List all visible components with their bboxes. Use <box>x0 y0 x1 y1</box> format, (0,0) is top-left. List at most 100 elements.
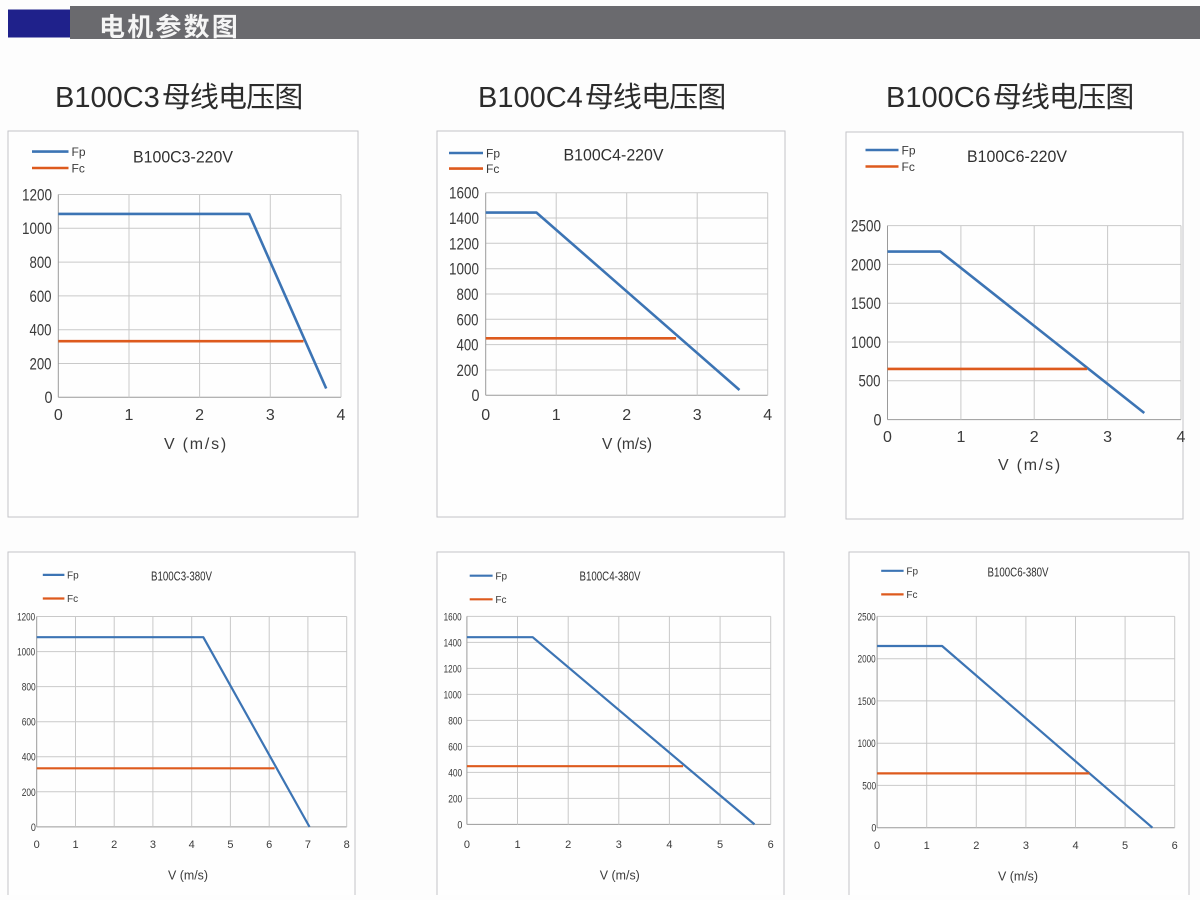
svg-text:1: 1 <box>956 429 965 446</box>
svg-text:1000: 1000 <box>22 220 52 238</box>
svg-text:3: 3 <box>1023 840 1029 852</box>
svg-text:0: 0 <box>31 822 36 834</box>
svg-text:1: 1 <box>125 407 134 424</box>
svg-text:2000: 2000 <box>858 654 876 666</box>
svg-text:400: 400 <box>22 752 36 764</box>
svg-text:200: 200 <box>457 362 479 380</box>
svg-text:6: 6 <box>266 839 272 851</box>
svg-text:1600: 1600 <box>449 185 479 203</box>
svg-text:B100C3-220V: B100C3-220V <box>133 148 233 166</box>
svg-text:4: 4 <box>666 839 672 851</box>
svg-text:B100C3: B100C3 <box>55 82 160 114</box>
svg-text:2: 2 <box>565 839 571 851</box>
svg-text:1000: 1000 <box>17 647 35 659</box>
svg-text:V (m/s): V (m/s) <box>998 457 1062 474</box>
svg-text:4: 4 <box>189 839 195 851</box>
svg-text:1200: 1200 <box>17 612 35 624</box>
svg-text:4: 4 <box>1177 429 1186 446</box>
svg-text:200: 200 <box>448 793 462 805</box>
svg-text:6: 6 <box>768 839 774 851</box>
svg-text:0: 0 <box>457 819 462 831</box>
svg-text:5: 5 <box>717 839 723 851</box>
svg-text:1: 1 <box>72 839 78 851</box>
svg-text:2500: 2500 <box>851 218 881 236</box>
svg-text:1000: 1000 <box>449 261 479 279</box>
svg-text:Fc: Fc <box>906 590 917 601</box>
svg-text:200: 200 <box>30 355 52 373</box>
svg-text:1400: 1400 <box>444 637 462 649</box>
svg-text:B100C6-220V: B100C6-220V <box>967 148 1067 166</box>
svg-text:800: 800 <box>22 682 36 694</box>
svg-text:0: 0 <box>34 839 40 851</box>
svg-text:0: 0 <box>874 840 880 852</box>
svg-text:0: 0 <box>481 407 490 424</box>
svg-text:2: 2 <box>622 407 631 424</box>
svg-text:Fp: Fp <box>902 143 916 157</box>
svg-text:1: 1 <box>552 407 561 424</box>
svg-text:B100C6: B100C6 <box>886 82 991 114</box>
svg-text:0: 0 <box>54 407 63 424</box>
svg-text:Fc: Fc <box>495 595 506 606</box>
svg-text:400: 400 <box>30 322 52 340</box>
svg-text:1: 1 <box>924 840 930 852</box>
svg-text:Fc: Fc <box>67 594 78 605</box>
svg-text:600: 600 <box>448 741 462 753</box>
svg-text:600: 600 <box>30 288 52 306</box>
svg-text:B100C4: B100C4 <box>478 82 583 114</box>
svg-text:0: 0 <box>45 389 53 407</box>
svg-text:1000: 1000 <box>851 334 881 352</box>
svg-text:Fc: Fc <box>72 161 85 175</box>
svg-text:0: 0 <box>883 429 892 446</box>
svg-text:600: 600 <box>22 717 36 729</box>
svg-text:600: 600 <box>457 311 479 329</box>
svg-text:0: 0 <box>464 839 470 851</box>
svg-text:Fp: Fp <box>486 146 500 160</box>
svg-text:B100C6-380V: B100C6-380V <box>988 565 1049 580</box>
svg-text:V (m/s): V (m/s) <box>164 436 228 453</box>
svg-text:V (m/s): V (m/s) <box>168 868 208 883</box>
svg-text:1000: 1000 <box>444 689 462 701</box>
svg-text:3: 3 <box>616 839 622 851</box>
svg-text:1200: 1200 <box>449 235 479 253</box>
svg-text:400: 400 <box>448 767 462 779</box>
svg-text:1: 1 <box>514 839 520 851</box>
svg-text:200: 200 <box>22 787 36 799</box>
svg-text:V (m/s): V (m/s) <box>998 869 1038 884</box>
svg-text:3: 3 <box>1103 429 1112 446</box>
svg-text:4: 4 <box>337 407 346 424</box>
svg-text:1500: 1500 <box>858 696 876 708</box>
svg-text:1600: 1600 <box>444 611 462 623</box>
svg-text:Fp: Fp <box>906 566 918 577</box>
svg-text:Fp: Fp <box>67 571 79 582</box>
svg-text:500: 500 <box>862 780 876 792</box>
svg-text:V (m/s): V (m/s) <box>602 436 652 453</box>
svg-text:2: 2 <box>1030 429 1039 446</box>
svg-text:400: 400 <box>457 337 479 355</box>
svg-text:2500: 2500 <box>858 611 876 623</box>
svg-text:B100C3-380V: B100C3-380V <box>151 569 212 584</box>
svg-text:800: 800 <box>30 254 52 272</box>
svg-text:2000: 2000 <box>851 256 881 274</box>
svg-text:2: 2 <box>195 407 204 424</box>
svg-text:B100C4-380V: B100C4-380V <box>580 569 641 584</box>
svg-text:3: 3 <box>150 839 156 851</box>
svg-text:0: 0 <box>874 412 882 430</box>
svg-text:V (m/s): V (m/s) <box>600 868 640 883</box>
svg-text:6: 6 <box>1172 840 1178 852</box>
svg-text:Fc: Fc <box>902 160 915 174</box>
svg-text:1000: 1000 <box>858 738 876 750</box>
svg-text:500: 500 <box>859 373 881 391</box>
svg-text:8: 8 <box>344 839 350 851</box>
svg-text:Fp: Fp <box>495 571 507 582</box>
svg-text:800: 800 <box>457 286 479 304</box>
svg-text:3: 3 <box>693 407 702 424</box>
svg-text:1400: 1400 <box>449 210 479 228</box>
svg-text:0: 0 <box>871 823 876 835</box>
svg-text:4: 4 <box>763 407 772 424</box>
svg-text:5: 5 <box>227 839 233 851</box>
svg-text:B100C4-220V: B100C4-220V <box>564 146 664 164</box>
svg-text:1200: 1200 <box>22 186 52 204</box>
svg-text:4: 4 <box>1072 840 1078 852</box>
svg-text:0: 0 <box>472 387 480 405</box>
svg-text:2: 2 <box>111 839 117 851</box>
